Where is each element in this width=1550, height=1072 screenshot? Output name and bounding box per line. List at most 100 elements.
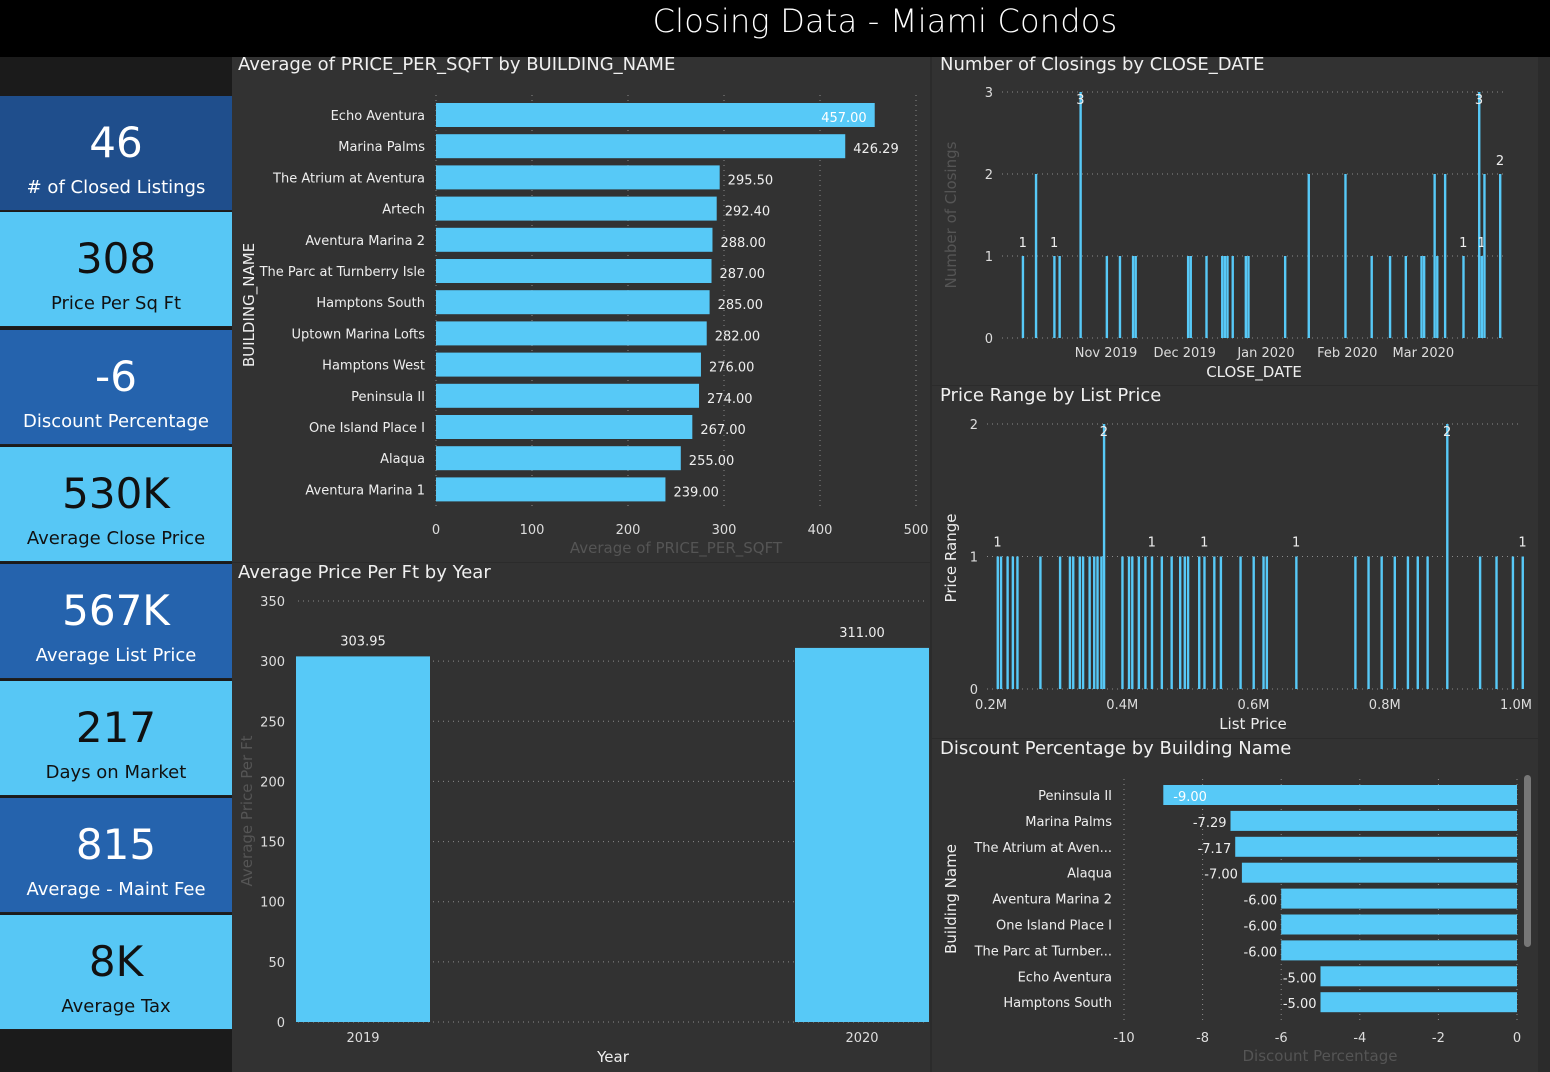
bar [1239, 556, 1242, 689]
bar [1388, 256, 1392, 338]
bar [1393, 556, 1396, 689]
kpi-label: Discount Percentage [22, 411, 209, 432]
bar [1198, 556, 1201, 689]
category-label: Artech [382, 203, 425, 218]
bar [1281, 940, 1517, 961]
y-axis-label: Number of Closings [942, 141, 960, 288]
x-tick-label: 0.6M [1238, 698, 1270, 713]
y-axis-label: Price Range [942, 514, 960, 603]
kpi-average-tax[interactable]: 8K Average Tax [0, 915, 232, 1030]
x-tick-label: 0 [432, 523, 440, 538]
data-label: 1 [1050, 236, 1058, 251]
category-label: Alaqua [380, 452, 425, 467]
bar [1102, 424, 1106, 689]
data-label: 2 [1100, 425, 1108, 440]
chart-title: Average Price Per Ft by Year [238, 562, 491, 583]
kpi-label: Average Tax [61, 996, 171, 1017]
kpi-label: Average List Price [35, 645, 197, 666]
bar [1344, 174, 1347, 338]
bar [1121, 556, 1124, 689]
category-label: Peninsula II [351, 390, 425, 405]
chart-title: Price Range by List Price [940, 385, 1162, 406]
bar [1079, 92, 1082, 338]
x-axis-label: List Price [1219, 715, 1287, 733]
bar [296, 656, 430, 1022]
kpi-price-per-sqft[interactable]: 308 Price Per Sq Ft [0, 212, 232, 327]
bar [1433, 174, 1436, 338]
bar [1105, 256, 1109, 338]
x-axis-label: Average of PRICE_PER_SQFT [570, 539, 783, 558]
chart-panel-price-by-year[interactable]: Average Price Per Ft by Year 0 50 100 150 20… [232, 562, 930, 1072]
category-label: One Island Place I [996, 919, 1112, 934]
kpi-label: Average Close Price [26, 528, 206, 549]
chart-panel-price-per-sqft[interactable]: Average of PRICE_PER_SQFT by BUILDING_NA… [232, 54, 930, 562]
bar [1283, 256, 1287, 338]
bar [1058, 256, 1061, 338]
bar [1186, 556, 1190, 689]
x-tick-label: 300 [712, 523, 737, 538]
data-label: 3 [1475, 93, 1483, 108]
x-tick-label: 200 [616, 523, 641, 538]
data-label: 1 [1459, 236, 1467, 251]
bar [1016, 556, 1019, 689]
bar [1189, 256, 1192, 338]
x-tick-label: -10 [1113, 1031, 1134, 1046]
data-label: 2 [1443, 425, 1451, 440]
bar [1265, 556, 1269, 689]
kpi-discount-percentage[interactable]: -6 Discount Percentage [0, 330, 232, 445]
bar [1252, 556, 1255, 689]
bar [1241, 862, 1517, 883]
category-label: Hamptons West [322, 359, 425, 374]
bar [1134, 256, 1137, 338]
bar [1483, 174, 1486, 338]
data-label: 292.40 [725, 205, 771, 220]
bar [1446, 424, 1449, 689]
bar [1127, 556, 1131, 689]
kpi-value: 217 [75, 703, 157, 752]
kpi-days-on-market[interactable]: 217 Days on Market [0, 681, 232, 796]
chart-price-by-year: 0 50 100 150 200 250 300 350 303.95 2019 311.00 202… [238, 595, 929, 1066]
kpi-maint-fee[interactable]: 815 Average - Maint Fee [0, 798, 232, 913]
kpi-average-list-price[interactable]: 567K Average List Price [0, 564, 232, 679]
bar [1183, 556, 1186, 689]
bar [1262, 556, 1265, 689]
x-tick-label: Mar 2020 [1392, 346, 1454, 361]
kpi-label: # of Closed Listings [26, 177, 206, 198]
scrollbar[interactable] [1524, 775, 1531, 947]
bar [1131, 556, 1134, 689]
x-tick-label: -4 [1353, 1031, 1366, 1046]
bar [1150, 556, 1154, 689]
bar [1179, 556, 1182, 689]
bar [1281, 914, 1517, 935]
x-tick-label: Jan 2020 [1236, 346, 1294, 361]
x-tick-label: Dec 2019 [1154, 346, 1216, 361]
x-tick-label: 2020 [845, 1031, 878, 1046]
bar [436, 352, 701, 377]
x-tick-label: 500 [904, 523, 929, 538]
chart-title: Average of PRICE_PER_SQFT by BUILDING_NA… [238, 54, 676, 75]
chart-price-per-sqft: 0 100 200 300 400 500 Echo Aventura 457.00 Marin… [240, 95, 929, 558]
kpi-value: 815 [75, 820, 157, 869]
chart-panel-closings[interactable]: Number of Closings by CLOSE_DATE 0 1 2 3 Nov… [932, 54, 1538, 385]
kpi-closed-listings[interactable]: 46 # of Closed Listings [0, 96, 232, 211]
kpi-average-close-price[interactable]: 530K Average Close Price [0, 447, 232, 562]
bar [1131, 256, 1135, 338]
category-label: Aventura Marina 2 [305, 234, 425, 249]
chart-panel-discount[interactable]: Discount Percentage by Building Name -10… [932, 738, 1538, 1072]
category-label: The Atrium at Aven... [973, 841, 1112, 856]
bar [1478, 92, 1481, 338]
category-label: The Atrium at Aventura [272, 171, 425, 186]
data-label: 1 [993, 536, 1001, 551]
chart-title: Discount Percentage by Building Name [940, 738, 1292, 759]
x-tick-label: 2019 [346, 1031, 379, 1046]
bar [1186, 256, 1190, 338]
bar [1137, 556, 1141, 689]
x-tick-label: Nov 2019 [1075, 346, 1138, 361]
chart-panel-price-range[interactable]: Price Range by List Price 0 1 2 0.2M 0.4M 0.6… [932, 385, 1538, 738]
kpi-label: Average - Maint Fee [26, 879, 206, 900]
category-label: The Parc at Turnberry Isle [259, 265, 425, 280]
y-tick-label: 100 [260, 896, 285, 911]
y-tick-label: 0 [277, 1016, 285, 1031]
bar [1462, 256, 1465, 338]
category-label: Hamptons South [316, 296, 425, 311]
